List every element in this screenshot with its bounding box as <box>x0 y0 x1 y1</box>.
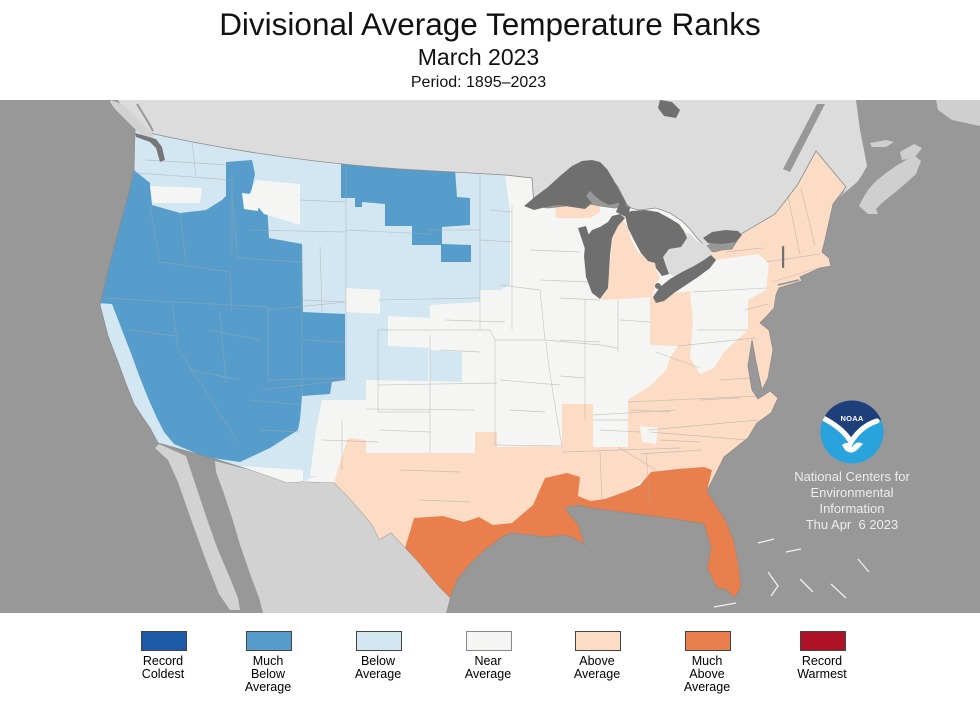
svg-text:Thu Apr 6 2023: Thu Apr 6 2023 <box>806 517 899 532</box>
svg-text:Information: Information <box>819 501 884 516</box>
svg-text:NOAA: NOAA <box>841 414 864 423</box>
svg-text:Environmental: Environmental <box>810 485 893 500</box>
svg-text:National Centers for: National Centers for <box>794 469 910 484</box>
